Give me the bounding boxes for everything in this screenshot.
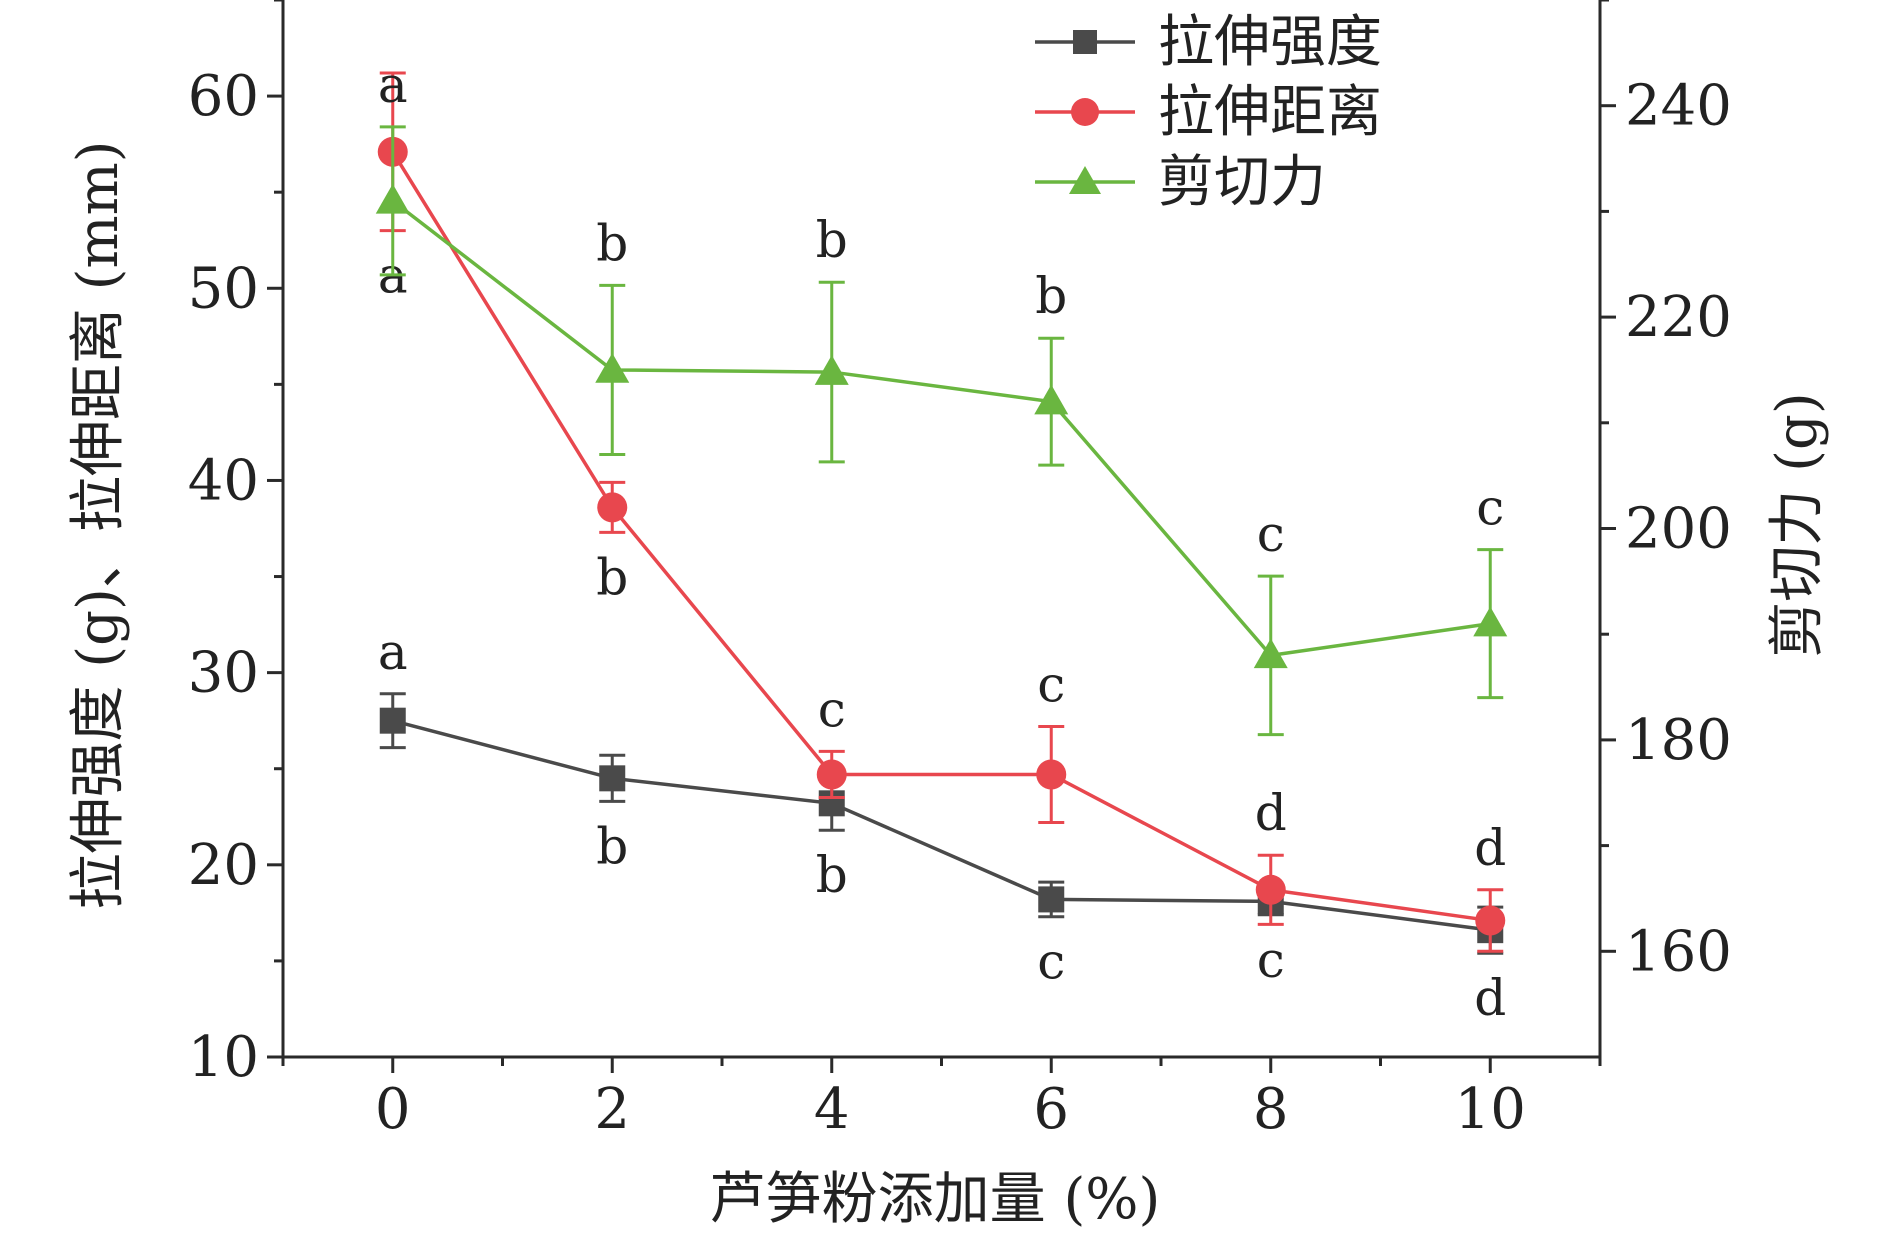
series-line	[391, 199, 1491, 658]
data-point	[595, 352, 630, 383]
series-line	[391, 150, 1491, 923]
x-tick-label: 0	[375, 1077, 411, 1142]
data-point	[375, 183, 410, 214]
data-point	[1253, 638, 1288, 669]
legend-item: 拉伸强度	[1035, 10, 1382, 75]
significance-label: c	[1257, 505, 1285, 563]
significance-label: b	[596, 548, 628, 606]
left-y-tick-label: 10	[188, 1025, 259, 1090]
x-tick-label: 2	[594, 1077, 630, 1142]
legend-label: 拉伸强度	[1158, 10, 1382, 75]
right-y-tick-label: 200	[1625, 497, 1732, 562]
significance-label: a	[378, 56, 408, 114]
plot-frame	[281, 0, 1602, 1059]
legend-label: 剪切力	[1158, 150, 1326, 215]
series-triangle: a b b b c c	[375, 56, 1508, 737]
significance-label: d	[1474, 969, 1506, 1027]
x-tick-label: 4	[814, 1077, 850, 1142]
x-tick-label: 10	[1455, 1077, 1526, 1142]
data-point	[597, 492, 628, 523]
series-circle: a b c c d d	[377, 71, 1506, 953]
right-y-tick-label: 160	[1625, 919, 1732, 984]
legend-marker	[1069, 166, 1101, 194]
right-y-tick-label: 180	[1625, 708, 1732, 773]
legend-marker	[1071, 98, 1099, 126]
left-y-tick-label: 60	[188, 64, 259, 129]
data-point	[1475, 905, 1506, 936]
data-point	[1034, 384, 1069, 415]
x-tick-label: 8	[1253, 1077, 1289, 1142]
legend-label: 拉伸距离	[1158, 80, 1382, 145]
left-y-tick-label: 20	[188, 833, 259, 898]
data-point	[1038, 886, 1065, 913]
axis-ticks: 0 2 4 6 8 10 10 20 30 40 50 60 160 180 200 220 240	[188, 0, 1732, 1142]
series-group: abbccdabccddabbbcc	[375, 56, 1508, 1027]
significance-label: c	[1037, 933, 1065, 991]
significance-label: b	[1035, 267, 1067, 325]
significance-label: d	[1255, 784, 1287, 842]
significance-label: c	[1037, 655, 1065, 713]
right-y-axis-title: 剪切力 (g)	[1765, 392, 1830, 657]
significance-label: d	[1474, 819, 1506, 877]
x-axis-title: 芦笋粉添加量 (%)	[710, 1167, 1161, 1232]
significance-label: b	[816, 846, 848, 904]
significance-label: b	[596, 214, 628, 272]
significance-label: c	[1476, 479, 1504, 537]
right-y-tick-label: 240	[1625, 74, 1732, 139]
data-point	[814, 355, 849, 385]
significance-label: c	[1257, 931, 1285, 989]
significance-label: b	[596, 817, 628, 875]
left-y-tick-label: 50	[188, 256, 259, 321]
x-tick-label: 6	[1033, 1077, 1069, 1142]
left-y-tick-label: 40	[188, 448, 259, 513]
left-y-tick-label: 30	[188, 641, 259, 706]
significance-label: b	[816, 211, 848, 269]
series-square: a b b c c d	[378, 623, 1506, 1027]
series-line	[392, 718, 1491, 932]
right-y-tick-label: 220	[1625, 285, 1732, 350]
data-point	[1473, 606, 1508, 637]
data-point	[599, 765, 626, 792]
data-point	[379, 707, 406, 734]
data-point	[1255, 874, 1286, 905]
legend-item: 剪切力	[1035, 150, 1326, 215]
legend-marker	[1073, 30, 1097, 54]
left-y-axis-title: 拉伸强度 (g)、拉伸距离 (mm)	[66, 140, 131, 909]
legend-item: 拉伸距离	[1035, 80, 1382, 145]
data-point	[1036, 759, 1067, 790]
significance-label: c	[818, 680, 846, 738]
data-point	[816, 759, 847, 790]
significance-label: a	[378, 623, 408, 681]
